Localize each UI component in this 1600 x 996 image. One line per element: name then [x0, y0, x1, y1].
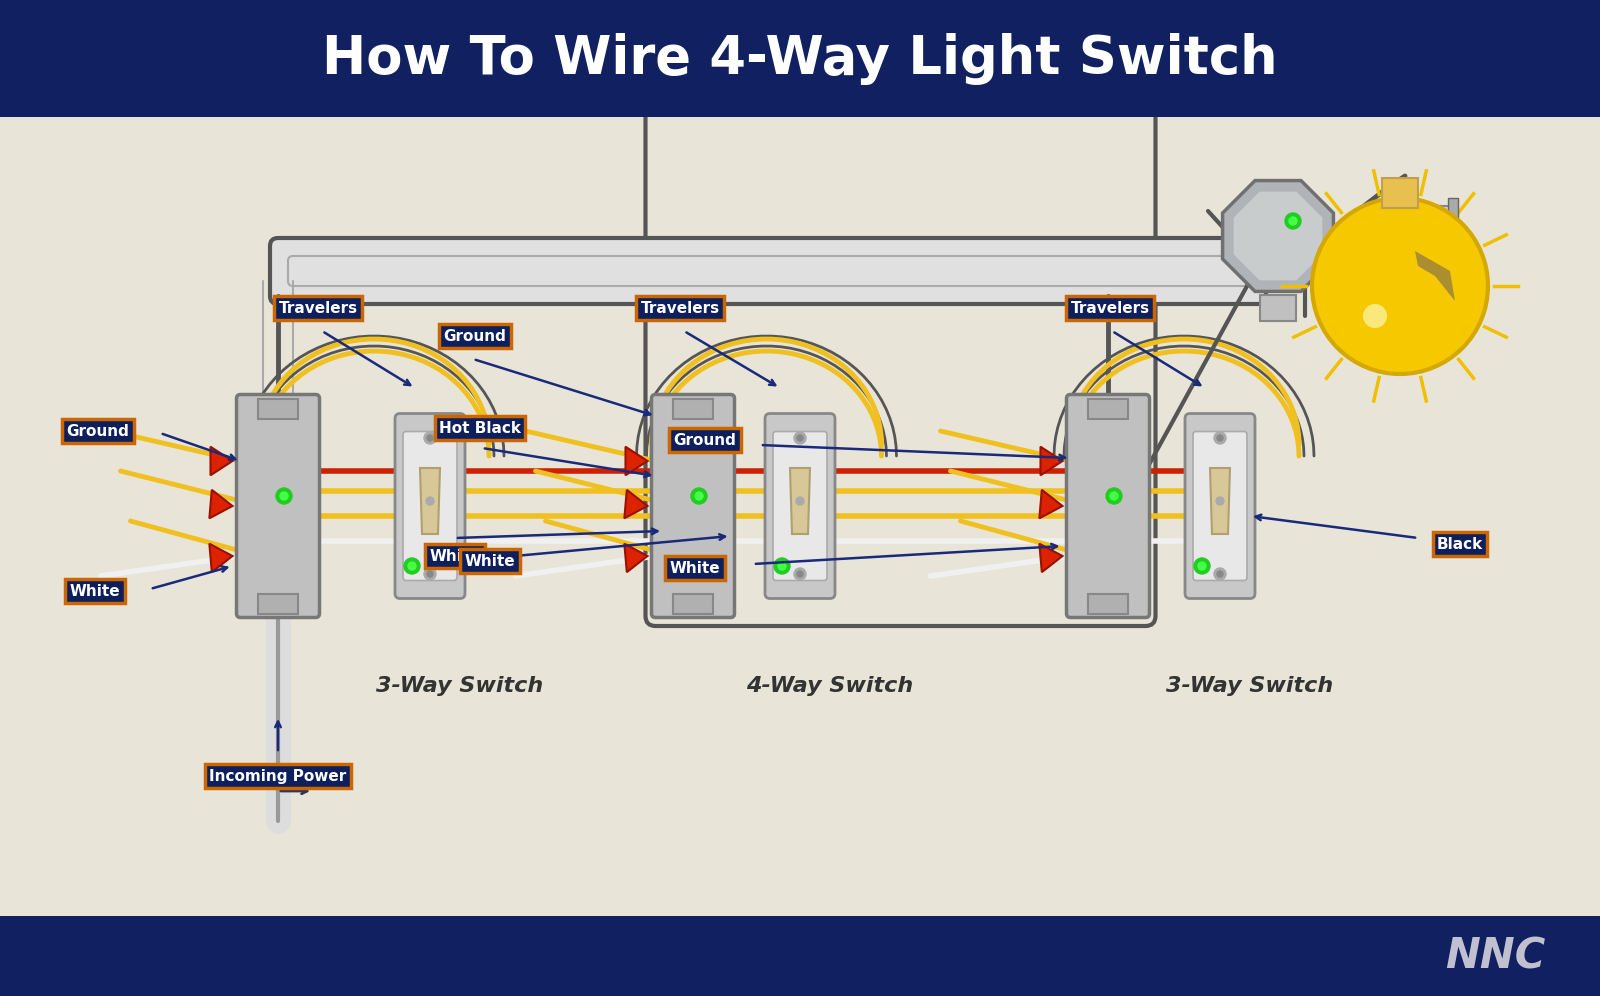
FancyBboxPatch shape [1390, 206, 1454, 218]
Circle shape [778, 562, 786, 570]
FancyBboxPatch shape [1088, 398, 1128, 418]
Polygon shape [1040, 446, 1062, 475]
FancyBboxPatch shape [674, 398, 714, 418]
FancyBboxPatch shape [403, 431, 458, 581]
FancyBboxPatch shape [395, 413, 466, 599]
Circle shape [403, 558, 419, 574]
Circle shape [1312, 198, 1488, 374]
FancyBboxPatch shape [1382, 178, 1418, 208]
FancyBboxPatch shape [674, 594, 714, 614]
Circle shape [1218, 571, 1222, 577]
Circle shape [277, 488, 291, 504]
Text: Travelers: Travelers [640, 301, 720, 316]
Circle shape [1194, 558, 1210, 574]
Polygon shape [210, 490, 232, 518]
FancyBboxPatch shape [1261, 295, 1296, 321]
Polygon shape [624, 544, 648, 572]
Polygon shape [790, 468, 810, 534]
Circle shape [797, 571, 803, 577]
Circle shape [691, 488, 707, 504]
Bar [0, 916, 1600, 996]
Circle shape [427, 435, 434, 441]
Text: Incoming Power: Incoming Power [210, 769, 347, 784]
Text: White: White [670, 561, 720, 576]
Polygon shape [1234, 191, 1322, 280]
Circle shape [1363, 304, 1387, 328]
Circle shape [1218, 435, 1222, 441]
Polygon shape [1222, 180, 1333, 292]
FancyBboxPatch shape [1067, 394, 1149, 618]
Text: Hot Black: Hot Black [438, 420, 522, 435]
FancyBboxPatch shape [258, 594, 298, 614]
Circle shape [1285, 213, 1301, 229]
FancyBboxPatch shape [237, 394, 320, 618]
Text: 3-Way Switch: 3-Way Switch [1166, 676, 1334, 696]
Text: Travelers: Travelers [1070, 301, 1149, 316]
Text: Ground: Ground [443, 329, 507, 344]
Polygon shape [626, 446, 648, 475]
Polygon shape [211, 446, 232, 475]
Text: Ground: Ground [674, 432, 736, 447]
Text: White: White [430, 549, 480, 564]
FancyBboxPatch shape [651, 394, 734, 618]
Polygon shape [419, 468, 440, 534]
Circle shape [1198, 562, 1206, 570]
Text: Black: Black [1437, 537, 1483, 552]
Circle shape [1110, 492, 1118, 500]
FancyBboxPatch shape [1194, 431, 1246, 581]
Circle shape [1216, 497, 1224, 505]
FancyBboxPatch shape [270, 238, 1266, 304]
Circle shape [1214, 432, 1226, 444]
Circle shape [280, 492, 288, 500]
FancyBboxPatch shape [773, 431, 827, 581]
Text: How To Wire 4-Way Light Switch: How To Wire 4-Way Light Switch [322, 33, 1278, 85]
Circle shape [797, 497, 805, 505]
Circle shape [424, 568, 435, 580]
Circle shape [694, 492, 702, 500]
Circle shape [427, 571, 434, 577]
Text: Travelers: Travelers [278, 301, 357, 316]
Circle shape [1214, 568, 1226, 580]
Text: 3-Way Switch: 3-Way Switch [376, 676, 544, 696]
Circle shape [794, 568, 806, 580]
Circle shape [1106, 488, 1122, 504]
Circle shape [794, 432, 806, 444]
Polygon shape [210, 544, 232, 572]
Text: Ground: Ground [67, 423, 130, 438]
Text: NNC: NNC [1445, 935, 1546, 977]
Polygon shape [1040, 544, 1062, 572]
Circle shape [424, 432, 435, 444]
Circle shape [797, 435, 803, 441]
FancyBboxPatch shape [1088, 594, 1128, 614]
Text: White: White [464, 554, 515, 569]
Polygon shape [1210, 468, 1230, 534]
Polygon shape [624, 490, 648, 518]
Text: 4-Way Switch: 4-Way Switch [746, 676, 914, 696]
FancyBboxPatch shape [258, 398, 298, 418]
Circle shape [426, 497, 434, 505]
Text: White: White [70, 584, 120, 599]
FancyBboxPatch shape [1448, 198, 1458, 226]
Circle shape [408, 562, 416, 570]
Circle shape [1290, 217, 1298, 225]
FancyBboxPatch shape [1186, 413, 1254, 599]
FancyBboxPatch shape [765, 413, 835, 599]
Bar [0, 0, 1600, 117]
Circle shape [774, 558, 790, 574]
Polygon shape [1414, 251, 1454, 301]
Polygon shape [1040, 490, 1062, 518]
